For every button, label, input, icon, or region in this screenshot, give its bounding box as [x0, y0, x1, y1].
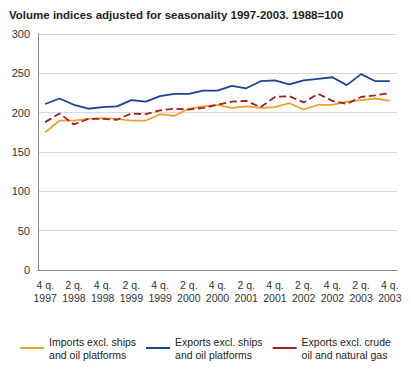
svg-text:1998: 1998 — [62, 292, 86, 304]
svg-text:4 q.: 4 q. — [381, 279, 399, 291]
svg-text:200: 200 — [12, 107, 30, 119]
svg-text:1998: 1998 — [91, 292, 115, 304]
svg-text:Exports excl. ships: Exports excl. ships — [175, 336, 263, 348]
svg-text:2 q.: 2 q. — [295, 279, 313, 291]
svg-text:2001: 2001 — [263, 292, 287, 304]
svg-text:2 q.: 2 q. — [180, 279, 198, 291]
svg-text:2003: 2003 — [378, 292, 402, 304]
svg-text:2001: 2001 — [235, 292, 259, 304]
svg-text:and oil platforms: and oil platforms — [49, 349, 126, 361]
svg-text:4 q.: 4 q. — [324, 279, 342, 291]
svg-text:2 q.: 2 q. — [65, 279, 83, 291]
svg-text:300: 300 — [12, 28, 30, 40]
svg-text:oil and natural gas: oil and natural gas — [302, 349, 388, 361]
svg-text:Imports excl. ships: Imports excl. ships — [49, 336, 136, 348]
svg-text:4 q.: 4 q. — [209, 279, 227, 291]
svg-text:2000: 2000 — [177, 292, 201, 304]
svg-text:1999: 1999 — [120, 292, 144, 304]
svg-text:4 q.: 4 q. — [266, 279, 284, 291]
svg-text:4 q.: 4 q. — [151, 279, 169, 291]
svg-text:Volume indices adjusted for se: Volume indices adjusted for seasonality … — [9, 9, 343, 21]
svg-text:1997: 1997 — [34, 292, 58, 304]
svg-text:2002: 2002 — [321, 292, 345, 304]
svg-text:1999: 1999 — [148, 292, 172, 304]
svg-text:50: 50 — [18, 225, 30, 237]
svg-text:100: 100 — [12, 185, 30, 197]
svg-text:250: 250 — [12, 67, 30, 79]
svg-text:2000: 2000 — [206, 292, 230, 304]
svg-text:and oil platforms: and oil platforms — [175, 349, 252, 361]
svg-text:2 q.: 2 q. — [237, 279, 255, 291]
svg-text:2002: 2002 — [292, 292, 316, 304]
svg-text:4 q.: 4 q. — [36, 279, 54, 291]
svg-text:4 q.: 4 q. — [94, 279, 112, 291]
svg-text:150: 150 — [12, 146, 30, 158]
svg-text:2 q.: 2 q. — [123, 279, 141, 291]
svg-text:0: 0 — [24, 264, 30, 276]
svg-text:2 q.: 2 q. — [352, 279, 370, 291]
svg-text:Exports excl. crude: Exports excl. crude — [302, 336, 391, 348]
svg-text:2003: 2003 — [349, 292, 373, 304]
